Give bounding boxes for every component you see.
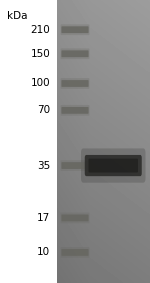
Text: 210: 210 <box>30 25 50 35</box>
FancyBboxPatch shape <box>61 162 88 169</box>
Text: kDa: kDa <box>8 11 28 21</box>
FancyBboxPatch shape <box>61 105 90 116</box>
FancyBboxPatch shape <box>85 155 142 176</box>
FancyBboxPatch shape <box>88 158 138 173</box>
FancyBboxPatch shape <box>61 215 88 221</box>
FancyBboxPatch shape <box>61 249 88 256</box>
Text: 150: 150 <box>30 49 50 59</box>
FancyBboxPatch shape <box>61 160 90 171</box>
FancyBboxPatch shape <box>61 80 88 87</box>
Text: 17: 17 <box>37 213 50 223</box>
FancyBboxPatch shape <box>61 107 88 114</box>
FancyBboxPatch shape <box>61 50 88 57</box>
Text: 10: 10 <box>37 247 50 258</box>
FancyBboxPatch shape <box>61 26 88 33</box>
FancyBboxPatch shape <box>61 78 90 89</box>
Text: 35: 35 <box>37 160 50 171</box>
FancyBboxPatch shape <box>61 247 90 258</box>
FancyBboxPatch shape <box>61 213 90 223</box>
FancyBboxPatch shape <box>81 148 146 183</box>
Text: 70: 70 <box>37 105 50 115</box>
FancyBboxPatch shape <box>61 48 90 59</box>
Text: 100: 100 <box>31 78 50 89</box>
FancyBboxPatch shape <box>61 24 90 35</box>
